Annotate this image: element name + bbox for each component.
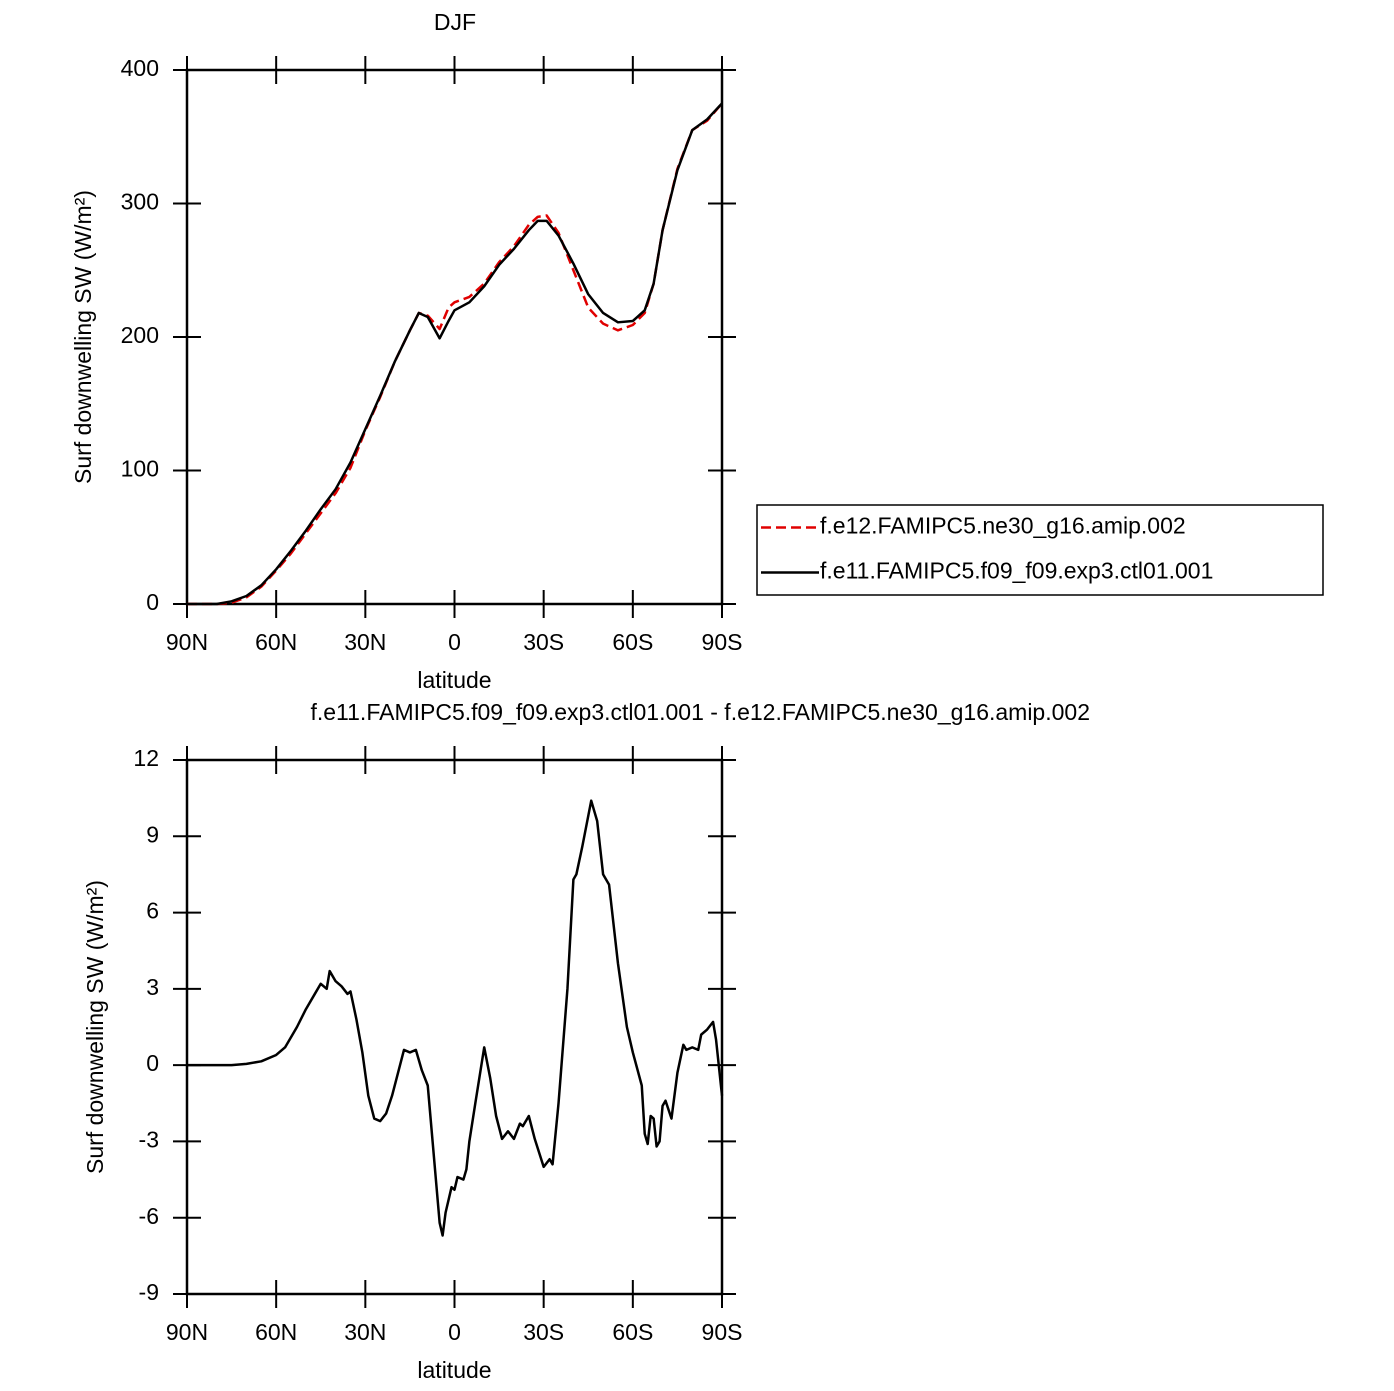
y-tick-label: 12: [133, 745, 159, 771]
data-line: [187, 102, 723, 606]
x-tick-label: 30N: [344, 1319, 386, 1345]
y-tick-label: 200: [121, 322, 159, 348]
y-tick-label: 400: [121, 55, 159, 81]
data-line: [187, 102, 723, 606]
y-tick-label: 6: [146, 898, 159, 924]
x-tick-label: 90N: [166, 629, 208, 655]
x-tick-label: 90N: [166, 1319, 208, 1345]
y-tick-label: 3: [146, 974, 159, 1000]
y-tick-label: 0: [146, 589, 159, 615]
chart-title: f.e11.FAMIPC5.f09_f09.exp3.ctl01.001 - f…: [310, 699, 1090, 725]
y-tick-label: 9: [146, 821, 159, 847]
x-tick-label: 60N: [255, 1319, 297, 1345]
x-tick-label: 30S: [523, 629, 564, 655]
x-tick-label: 60S: [612, 629, 653, 655]
x-tick-label: 90S: [702, 1319, 743, 1345]
y-tick-label: -9: [139, 1279, 159, 1305]
y-tick-label: 300: [121, 189, 159, 215]
plot-frame: [185, 68, 724, 606]
data-line: [187, 799, 724, 1237]
x-tick-label: 0: [448, 629, 461, 655]
plot-frame: [185, 758, 724, 1296]
x-tick-label: 30S: [523, 1319, 564, 1345]
y-tick-label: 0: [146, 1050, 159, 1076]
legend-box: [756, 504, 1324, 596]
chart-title: DJF: [434, 9, 476, 35]
y-tick-label: -3: [139, 1127, 159, 1153]
x-tick-label: 30N: [344, 629, 386, 655]
y-axis-label: Surf downwelling SW (W/m²): [82, 880, 108, 1174]
y-axis-label: Surf downwelling SW (W/m²): [70, 190, 96, 484]
x-tick-label: 60N: [255, 629, 297, 655]
y-tick-label: -6: [139, 1203, 159, 1229]
x-axis-label: latitude: [417, 1357, 491, 1383]
legend-label: f.e11.FAMIPC5.f09_f09.exp3.ctl01.001: [820, 558, 1213, 584]
x-tick-label: 90S: [702, 629, 743, 655]
legend-label: f.e12.FAMIPC5.ne30_g16.amip.002: [820, 513, 1186, 539]
x-tick-label: 60S: [612, 1319, 653, 1345]
x-axis-label: latitude: [417, 667, 491, 693]
x-tick-label: 0: [448, 1319, 461, 1345]
y-tick-label: 100: [121, 456, 159, 482]
